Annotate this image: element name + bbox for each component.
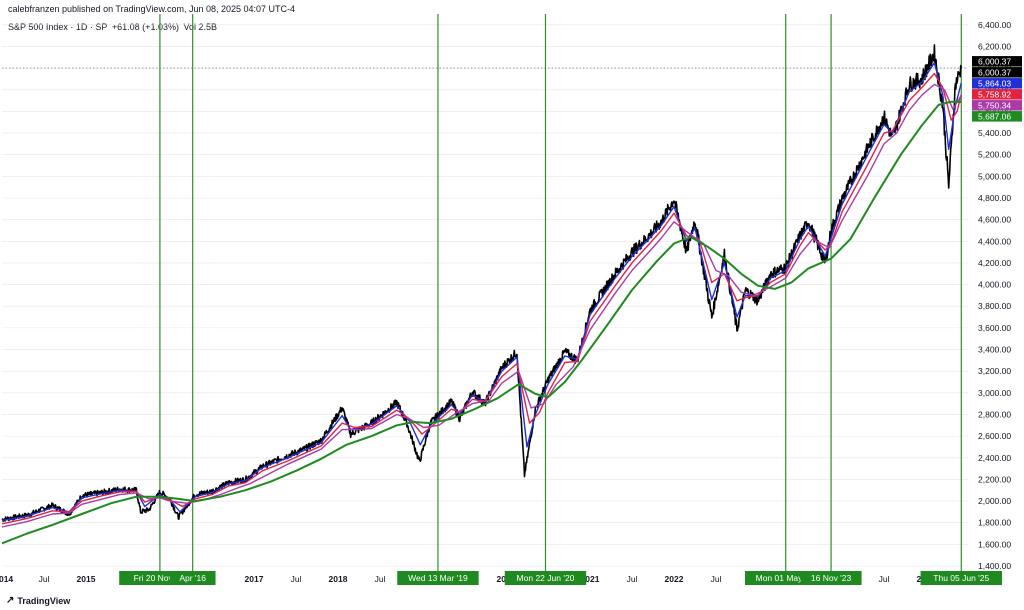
marker-label-text: Wed 13 Mar '19 bbox=[408, 573, 468, 583]
series-ema_red bbox=[1, 72, 962, 525]
price-label-text: 5,750.34 bbox=[978, 100, 1011, 110]
y-tick-label: 1,600.00 bbox=[978, 539, 1011, 549]
marker-label-text: Mon 22 Jun '20 bbox=[517, 573, 575, 583]
price-label-bg bbox=[972, 78, 1022, 89]
y-tick-label: 3,400.00 bbox=[978, 345, 1011, 355]
y-tick-label: 4,200.00 bbox=[978, 258, 1011, 268]
tradingview-logo-icon: ↗ bbox=[6, 595, 14, 606]
y-tick-label: 3,000.00 bbox=[978, 388, 1011, 398]
x-tick-label: 2022 bbox=[665, 574, 684, 584]
y-tick-label: 1,800.00 bbox=[978, 518, 1011, 528]
series-ema_purple bbox=[1, 83, 962, 528]
y-tick-label: 6,200.00 bbox=[978, 41, 1011, 51]
price-label-text: 5,687.06 bbox=[978, 111, 1011, 121]
y-tick-label: 2,800.00 bbox=[978, 409, 1011, 419]
x-tick-label: 2021 bbox=[581, 574, 600, 584]
y-tick-label: 4,600.00 bbox=[978, 215, 1011, 225]
marker-label: Wed 13 Mar '19 bbox=[397, 571, 479, 585]
series-ema_blue bbox=[1, 62, 962, 522]
marker-label-text: Fri 20 Nov '15 bbox=[134, 573, 187, 583]
x-tick-label: 2015 bbox=[77, 574, 96, 584]
y-tick-label: 2,400.00 bbox=[978, 453, 1011, 463]
price-change: +61.08 (+1.03%) bbox=[111, 22, 179, 32]
x-tick-label: 2014 bbox=[0, 574, 13, 584]
y-tick-label: 5,200.00 bbox=[978, 150, 1011, 160]
marker-label: Mon 22 Jun '20 bbox=[504, 571, 587, 585]
footer-brand[interactable]: ↗ TradingView bbox=[6, 595, 70, 606]
marker-label-text: Mon 01 May '23 bbox=[756, 573, 816, 583]
marker-label-text: Thu 05 Jun '25 bbox=[933, 573, 989, 583]
marker-label-bg bbox=[800, 571, 862, 585]
y-tick-label: 4,400.00 bbox=[978, 236, 1011, 246]
x-tick-label: Jul bbox=[375, 574, 386, 584]
x-tick-label: Jul bbox=[291, 574, 302, 584]
x-tick-label: Jul bbox=[627, 574, 638, 584]
price-label-bg bbox=[972, 89, 1022, 100]
y-tick-label: 2,000.00 bbox=[978, 496, 1011, 506]
price-label: 5,750.34 bbox=[972, 100, 1022, 111]
price-label-text: 6,000.37 bbox=[978, 56, 1011, 66]
price-label-bg bbox=[972, 56, 1022, 67]
price-label-bg bbox=[972, 100, 1022, 111]
price-label: 5,687.06 bbox=[972, 111, 1022, 122]
marker-label: 16 Nov '23 bbox=[800, 571, 862, 585]
marker-label-text: 16 Nov '23 bbox=[811, 573, 852, 583]
y-tick-label: 2,600.00 bbox=[978, 431, 1011, 441]
y-tick-label: 3,600.00 bbox=[978, 323, 1011, 333]
symbol-info: S&P 500 Index · 1D · SP +61.08 (+1.03%) … bbox=[8, 22, 219, 32]
marker-label: Thu 05 Jun '25 bbox=[920, 571, 1002, 585]
x-tick-label: Jul bbox=[39, 574, 50, 584]
marker-label-text: Apr '16 bbox=[179, 573, 206, 583]
marker-label-bg bbox=[169, 571, 216, 585]
grid bbox=[2, 24, 968, 567]
price-label: 5,758.92 bbox=[972, 89, 1022, 100]
y-tick-label: 1,400.00 bbox=[978, 561, 1011, 571]
volume-label: Vol 2.5B bbox=[183, 22, 218, 32]
marker-label-bg bbox=[504, 571, 587, 585]
price-label: 5,864.03 bbox=[972, 78, 1022, 89]
x-tick-label: Jul bbox=[879, 574, 890, 584]
footer-brand-label: TradingView bbox=[17, 595, 71, 606]
y-axis[interactable]: 1,400.00 1,600.00 1,800.00 2,000.00 2,200.00… bbox=[978, 20, 1011, 571]
x-tick-label: 2018 bbox=[329, 574, 348, 584]
series-ema_green bbox=[1, 100, 962, 545]
y-tick-label: 4,800.00 bbox=[978, 193, 1011, 203]
series-price bbox=[1, 44, 963, 522]
y-tick-label: 5,400.00 bbox=[978, 128, 1011, 138]
price-label-text: 5,864.03 bbox=[978, 78, 1011, 88]
price-label-text: 6,000.37 bbox=[978, 67, 1011, 77]
marker-label-bg bbox=[397, 571, 479, 585]
marker-label: Apr '16 bbox=[169, 571, 216, 585]
series-layer bbox=[1, 44, 963, 545]
price-label-bg bbox=[972, 67, 1022, 78]
marker-label-bg bbox=[920, 571, 1002, 585]
price-label-text: 5,758.92 bbox=[978, 89, 1011, 99]
y-tick-label: 4,000.00 bbox=[978, 280, 1011, 290]
y-tick-label: 3,200.00 bbox=[978, 366, 1011, 376]
x-tick-label: 2017 bbox=[245, 574, 264, 584]
price-labels: 6,000.376,000.375,864.035,758.925,750.34… bbox=[972, 56, 1022, 122]
y-tick-label: 5,000.00 bbox=[978, 171, 1011, 181]
symbol-name[interactable]: S&P 500 Index · 1D · SP bbox=[8, 22, 108, 32]
price-label-bg bbox=[972, 111, 1022, 122]
price-label: 6,000.37 bbox=[972, 56, 1022, 67]
y-tick-label: 6,400.00 bbox=[978, 20, 1011, 30]
y-tick-label: 2,200.00 bbox=[978, 474, 1011, 484]
y-tick-label: 3,800.00 bbox=[978, 301, 1011, 311]
publisher-line: calebfranzen published on TradingView.co… bbox=[8, 4, 296, 14]
vertical-markers bbox=[159, 14, 962, 572]
x-tick-label: Jul bbox=[711, 574, 722, 584]
price-label: 6,000.37 bbox=[972, 67, 1022, 78]
